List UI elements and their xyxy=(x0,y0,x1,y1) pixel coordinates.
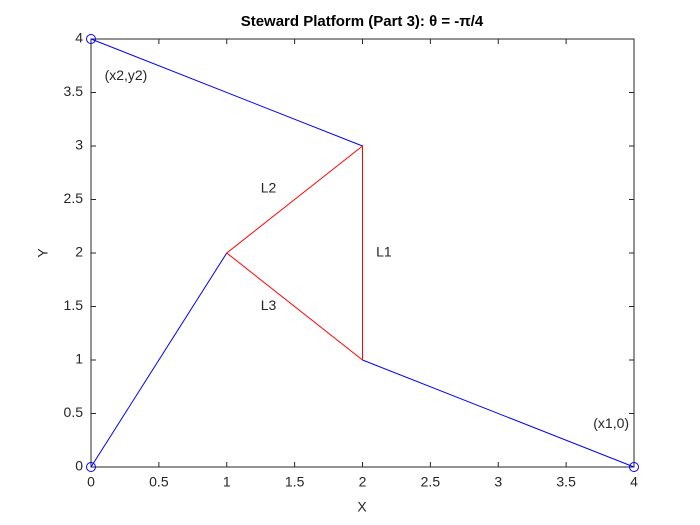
x-tick-label: 0 xyxy=(87,474,95,490)
x-tick-label: 2 xyxy=(359,474,367,490)
y-tick-label: 2.5 xyxy=(64,190,84,206)
annotation: L3 xyxy=(261,297,277,313)
y-tick-label: 3 xyxy=(75,137,83,153)
line xyxy=(90,38,363,147)
marker xyxy=(86,462,96,472)
line xyxy=(362,359,635,468)
x-tick-label: 1 xyxy=(223,474,231,490)
line xyxy=(90,252,228,468)
marker xyxy=(86,34,96,44)
y-tick-label: 3.5 xyxy=(64,83,84,99)
y-tick-label: 1.5 xyxy=(64,297,84,313)
annotation: L2 xyxy=(261,180,277,196)
x-tick-label: 0.5 xyxy=(149,474,169,490)
annotation: (x1,0) xyxy=(593,415,629,431)
chart-title: Steward Platform (Part 3): θ = -π/4 xyxy=(241,13,484,30)
y-tick-label: 0.5 xyxy=(64,404,84,420)
y-tick-label: 0 xyxy=(75,458,83,474)
marker xyxy=(629,462,639,472)
x-axis-label: X xyxy=(357,499,367,515)
line xyxy=(225,144,363,361)
y-tick-label: 4 xyxy=(75,30,83,46)
x-tick-label: 4 xyxy=(630,474,638,490)
y-axis-label: Y xyxy=(35,248,51,258)
annotation: (x2,y2) xyxy=(105,67,148,83)
x-tick-label: 2.5 xyxy=(421,474,441,490)
annotation: L1 xyxy=(376,244,392,260)
x-tick-label: 3 xyxy=(494,474,502,490)
y-tick-label: 2 xyxy=(75,244,83,260)
y-tick-label: 1 xyxy=(75,351,83,367)
x-tick-label: 3.5 xyxy=(556,474,576,490)
x-tick-label: 1.5 xyxy=(285,474,305,490)
